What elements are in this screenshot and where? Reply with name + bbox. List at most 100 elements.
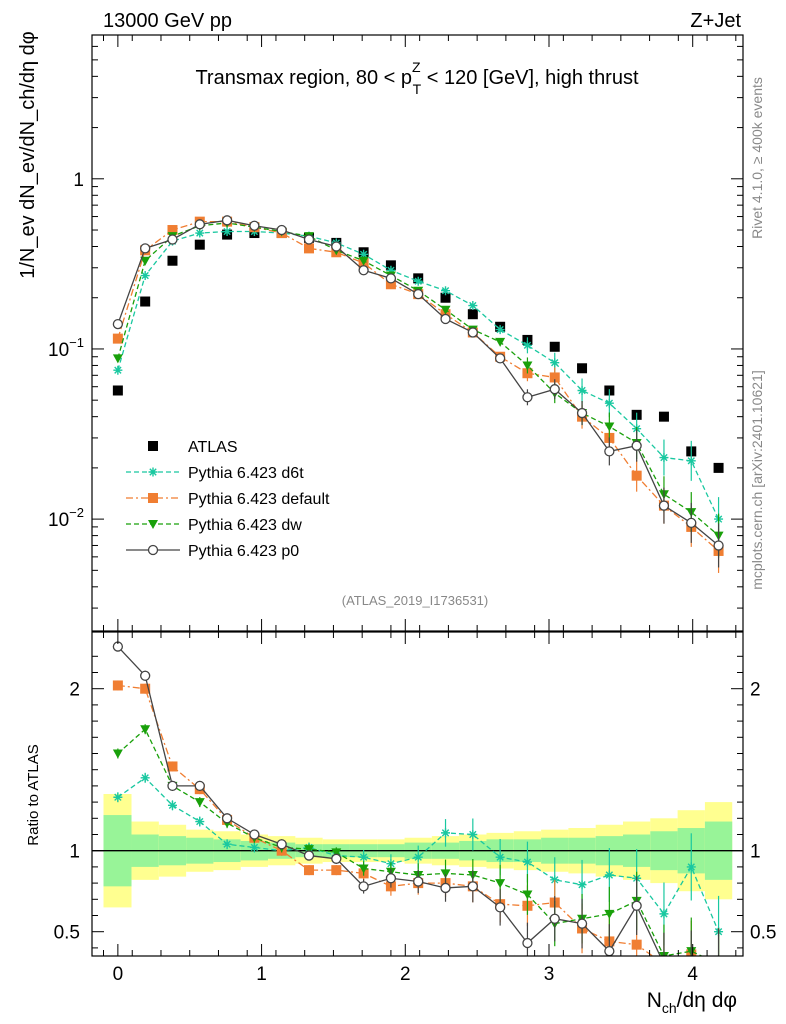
- ratio-point: [494, 902, 506, 913]
- data-point: [358, 265, 369, 276]
- ratio-point: [576, 918, 588, 929]
- ratio-point: [358, 864, 369, 874]
- ratio-point: [359, 852, 369, 862]
- data-point: [604, 398, 614, 408]
- ratio-point: [112, 680, 123, 691]
- ratio-point: [659, 909, 669, 919]
- ratio-point: [549, 913, 560, 924]
- data-point: [112, 333, 123, 344]
- ratio-point: [195, 817, 205, 827]
- data-point: [522, 361, 533, 371]
- main-panel: 1 10−1 10−2 Transmax region, 80 < pZ T < 12…: [17, 31, 744, 632]
- mcplots-label: mcplots.cern.ch [arXiv:2401.10621]: [749, 370, 765, 589]
- x-tick-label: 4: [687, 964, 698, 985]
- data-point: [549, 341, 560, 352]
- ratio-point: [331, 853, 342, 864]
- ratio-point: [140, 670, 151, 681]
- ratio-point: [194, 798, 205, 808]
- data-point: [385, 273, 397, 284]
- ratio-point: [495, 879, 506, 889]
- main-axis-ticks: 1 10−1 10−2: [48, 34, 743, 631]
- ratio-panel: 0 1 2 3 4 0.5 0.5 1 1 2 2 Ratio to ATLAS Nch/dη dφ: [25, 631, 776, 1016]
- data-point: [140, 271, 150, 281]
- data-point: [604, 446, 615, 457]
- data-point: [659, 453, 669, 463]
- legend-item: Pythia 6.423 default: [126, 491, 330, 508]
- ratio-point: [249, 842, 259, 852]
- legend-marker: [148, 520, 158, 529]
- data-point: [386, 265, 396, 275]
- ratio-point: [659, 959, 669, 969]
- ratio-point: [631, 939, 642, 950]
- ratio-point: [468, 830, 478, 839]
- ratio-point: [331, 848, 342, 858]
- y-tick-label-right: 0.5: [750, 923, 776, 944]
- legend-marker: [148, 493, 158, 503]
- legend-label: ATLAS: [188, 439, 238, 456]
- data-point: [276, 224, 287, 236]
- data-point: [385, 260, 396, 271]
- ratio-axis-ticks: 0 1 2 3 4 0.5 0.5 1 1 2 2: [54, 632, 776, 985]
- ratio-point: [304, 865, 314, 876]
- ratio-point: [167, 761, 178, 772]
- data-point: [140, 256, 151, 266]
- data-point: [413, 276, 423, 286]
- ratio-point: [304, 845, 314, 855]
- ratio-series-3: [112, 641, 720, 956]
- legend-marker: [147, 544, 159, 556]
- ratio-point: [303, 850, 315, 861]
- ratio-point: [112, 749, 123, 759]
- main-title: Transmax region, 80 < pZ T < 120 [GeV], h…: [195, 59, 639, 97]
- ratio-point: [221, 813, 233, 824]
- data-point: [112, 354, 123, 364]
- ratio-point: [495, 852, 505, 862]
- data-point: [522, 392, 533, 403]
- ratio-point: [413, 852, 423, 862]
- data-point: [140, 243, 151, 254]
- ratio-point: [222, 839, 232, 849]
- x-tick-label: 0: [113, 964, 124, 985]
- main-title-prefix: Transmax region, 80 < p: [195, 67, 412, 89]
- ratio-point: [140, 683, 151, 694]
- ratio-data-layer: [112, 641, 724, 969]
- data-point: [112, 385, 123, 396]
- series-4: [112, 215, 724, 568]
- data-point: [576, 407, 588, 419]
- data-point: [686, 456, 696, 466]
- ratio-point: [714, 959, 724, 969]
- ratio-point: [331, 865, 342, 876]
- data-point: [467, 327, 478, 338]
- ratio-point: [686, 862, 696, 872]
- data-point: [413, 288, 424, 300]
- data-point: [549, 384, 560, 395]
- series-0: [112, 228, 724, 473]
- legend-marker: [148, 441, 158, 451]
- data-point: [303, 234, 315, 245]
- y-tick-label: 1: [73, 170, 84, 191]
- ratio-point: [167, 780, 178, 792]
- legend-label: Pythia 6.423 default: [188, 491, 330, 508]
- data-point: [522, 340, 532, 350]
- data-point: [631, 440, 642, 451]
- ratio-point: [604, 909, 615, 919]
- y-tick-label-right: 1: [750, 842, 761, 863]
- ratio-frame: [91, 631, 744, 957]
- ratio-point: [194, 780, 205, 792]
- ratio-point: [441, 828, 451, 838]
- analysis-id: (ATLAS_2019_I1736531): [342, 593, 488, 608]
- data-point: [140, 296, 151, 307]
- data-point: [631, 470, 642, 481]
- data-point: [468, 301, 478, 311]
- ratio-point: [413, 876, 424, 887]
- ratio-point: [522, 937, 533, 949]
- data-point: [658, 411, 669, 422]
- data-point: [221, 215, 233, 226]
- main-title-sup: Z: [412, 59, 421, 75]
- legend-item: Pythia 6.423 d6t: [126, 465, 304, 482]
- data-point: [550, 358, 560, 368]
- y-tick-label: 1: [69, 842, 80, 863]
- ratio-y-label: Ratio to ATLAS: [25, 744, 42, 845]
- data-point: [577, 363, 588, 374]
- ratio-point: [113, 792, 123, 802]
